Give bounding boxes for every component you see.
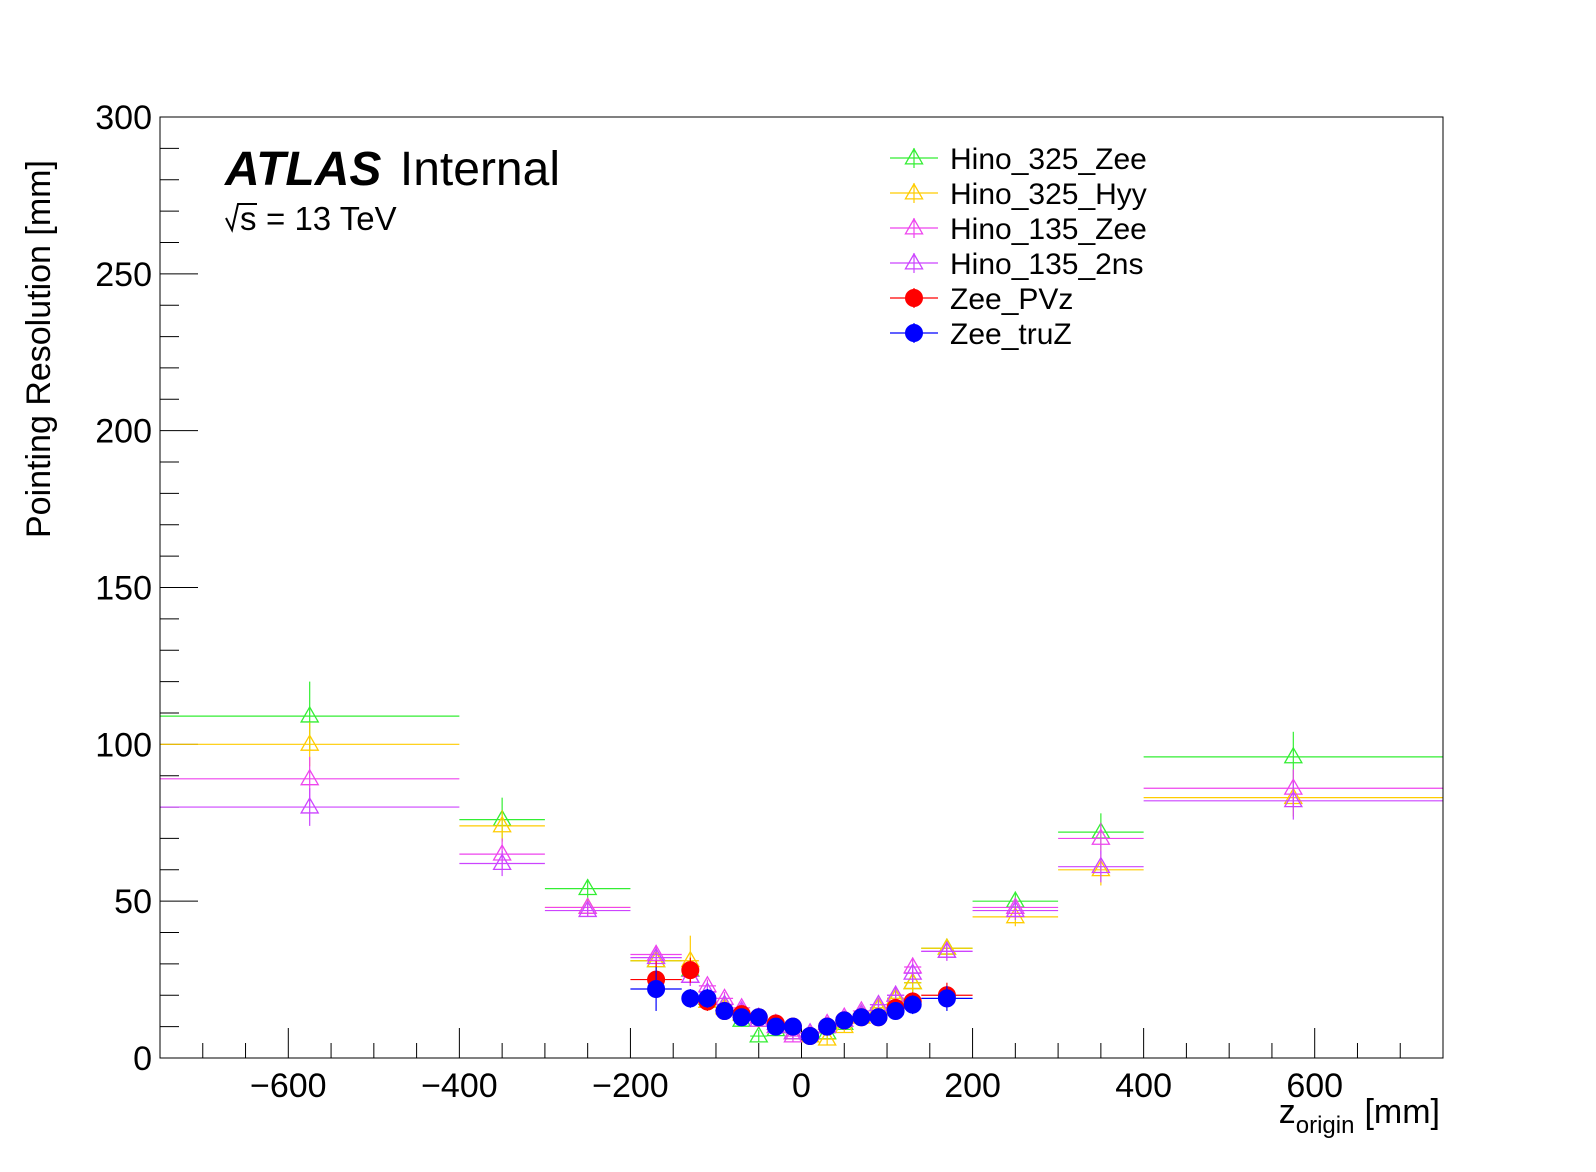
y-tick-label: 300 xyxy=(95,99,152,137)
x-tick-label: 200 xyxy=(944,1067,1001,1105)
legend-entry: Zee_PVz xyxy=(890,283,1073,316)
sqrt-symbol-icon xyxy=(225,203,257,233)
x-tick-label: 0 xyxy=(792,1067,811,1105)
y-tick-label: 100 xyxy=(95,726,152,764)
data-point xyxy=(783,1017,802,1036)
x-tick-label: −400 xyxy=(421,1067,498,1105)
legend-entry: Hino_325_Zee xyxy=(890,143,1147,176)
data-point xyxy=(903,963,923,980)
series-Hino_325_Zee xyxy=(160,681,1443,1043)
data-point xyxy=(300,705,320,723)
data-point xyxy=(1005,906,1026,924)
data-point xyxy=(801,1027,820,1046)
data-point xyxy=(818,1017,837,1036)
data-point xyxy=(300,734,320,751)
legend-label: Hino_325_Hyy xyxy=(950,178,1147,211)
data-point xyxy=(492,853,512,871)
y-tick-label: 150 xyxy=(95,570,152,608)
plot-frame xyxy=(159,116,1444,1059)
energy-value: = 13 TeV xyxy=(266,200,397,237)
data-point xyxy=(903,995,922,1014)
data-point xyxy=(903,972,923,990)
data-point xyxy=(766,1017,785,1036)
x-tick-label: 400 xyxy=(1115,1067,1172,1105)
legend-label: Hino_325_Zee xyxy=(950,143,1147,176)
data-point xyxy=(681,989,700,1008)
atlas-status: Internal xyxy=(400,143,560,196)
y-tick-label: 50 xyxy=(114,883,152,921)
data-point xyxy=(1005,900,1026,918)
data-point xyxy=(681,961,700,980)
data-point xyxy=(749,1025,769,1043)
legend-entry: Zee_truZ xyxy=(890,318,1072,351)
legend-entry: Hino_325_Hyy xyxy=(890,178,1147,211)
data-point xyxy=(1283,790,1303,808)
data-series xyxy=(160,681,1443,1046)
data-point xyxy=(817,1028,837,1046)
data-point xyxy=(886,1001,905,1020)
axis-ticks xyxy=(159,116,1444,1059)
legend-marker xyxy=(904,217,924,235)
series-Hino_135_Zee xyxy=(160,756,1443,1043)
data-point xyxy=(577,878,598,896)
energy-label: s = 13 TeV xyxy=(225,200,397,237)
data-point xyxy=(492,815,512,833)
legend-entry: Hino_135_Zee xyxy=(890,213,1147,246)
data-point xyxy=(937,941,957,958)
data-point xyxy=(937,989,956,1008)
legend-marker xyxy=(904,252,924,270)
x-axis-title: zorigin [mm] xyxy=(1279,1093,1440,1139)
x-tick-label: −600 xyxy=(250,1067,327,1105)
data-point xyxy=(577,900,598,918)
y-tick-label: 0 xyxy=(133,1040,152,1078)
x-tick-label: −200 xyxy=(592,1067,669,1105)
series-Hino_325_Hyy xyxy=(160,722,1443,1046)
data-point xyxy=(1091,828,1111,845)
y-tick-label: 250 xyxy=(95,256,152,294)
x-tick-labels: −600 −400 −200 0 200 400 600 xyxy=(250,1067,1343,1105)
series-Zee_truZ xyxy=(630,967,973,1046)
atlas-experiment: ATLAS xyxy=(224,143,381,196)
x-axis-title-unit: [mm] xyxy=(1364,1093,1440,1131)
series-Hino_135_2ns xyxy=(160,781,1443,1040)
y-axis-title: Pointing Resolution [mm] xyxy=(20,160,58,538)
data-point xyxy=(1091,856,1111,874)
data-point xyxy=(300,796,320,814)
data-point xyxy=(835,1011,854,1030)
legend-marker xyxy=(905,324,923,342)
legend-label: Zee_truZ xyxy=(950,318,1072,351)
energy-sqrt-var: s xyxy=(240,200,257,237)
data-point xyxy=(715,1001,734,1020)
y-tick-labels: 0 50 100 150 200 250 300 xyxy=(95,99,152,1078)
data-point xyxy=(749,1008,768,1027)
x-axis-title-sub: origin xyxy=(1296,1112,1355,1139)
legend-label: Hino_135_2ns xyxy=(950,248,1144,281)
legend-marker xyxy=(904,182,924,200)
data-point xyxy=(869,1008,888,1027)
legend-label: Zee_PVz xyxy=(950,283,1073,316)
legend-marker xyxy=(904,147,924,165)
atlas-label: ATLAS Internal xyxy=(224,143,560,196)
y-tick-label: 200 xyxy=(95,413,152,451)
data-point xyxy=(852,1008,871,1027)
legend-marker xyxy=(905,289,923,307)
data-point xyxy=(1283,746,1303,764)
data-point xyxy=(300,768,320,786)
legend-entry: Hino_135_2ns xyxy=(890,248,1144,281)
legend: Hino_325_ZeeHino_325_HyyHino_135_ZeeHino… xyxy=(890,143,1147,351)
data-point xyxy=(647,979,666,998)
legend-label: Hino_135_Zee xyxy=(950,213,1147,246)
data-point xyxy=(698,989,717,1008)
x-tick-label: 600 xyxy=(1286,1067,1343,1105)
data-point xyxy=(732,1008,751,1027)
x-axis-title-main: z xyxy=(1279,1093,1296,1131)
